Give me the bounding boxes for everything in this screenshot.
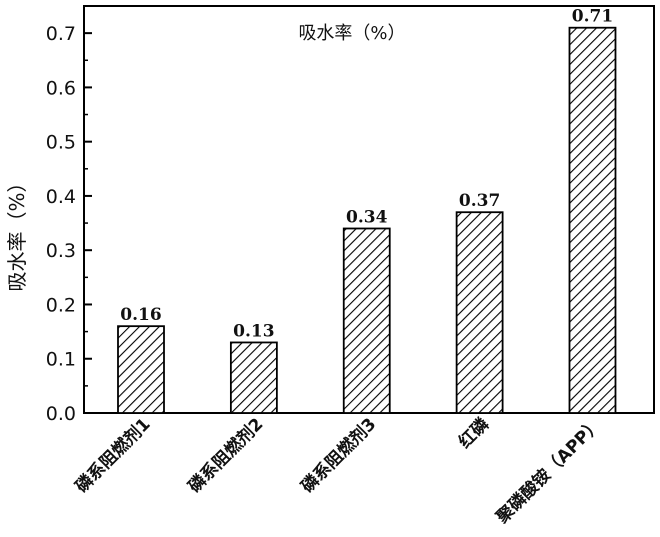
y-axis: 0.0 0.1 0.2 0.3 0.4 0.5 0.6 0.7 [46,23,92,425]
bar [455,211,504,414]
bar [229,341,278,414]
x-axis: 磷系阻燃剂1 磷系阻燃剂2 磷系阻燃剂3 红磷 聚磷酸铵（APP） [71,405,606,528]
bar [568,26,617,414]
value-label: 0.16 [120,305,161,325]
y-tick-label: 0.3 [46,240,76,262]
category-label: 磷系阻燃剂3 [297,414,380,497]
bar [342,227,391,414]
value-label: 0.37 [459,191,500,211]
y-tick-label: 0.4 [46,186,76,208]
y-tick-label: 0.6 [46,77,76,99]
y-tick-label: 0.7 [46,23,76,45]
value-label: 0.71 [572,7,613,27]
y-tick-label: 0.5 [46,132,76,154]
y-tick-label: 0.1 [46,349,76,371]
value-label: 0.13 [233,321,274,341]
category-label: 红磷 [454,413,494,453]
bars: 0.16 0.13 0.34 0.37 0.71 [117,7,617,414]
y-tick-label: 0.2 [46,294,76,316]
y-axis-label: 吸水率（%） [5,172,29,291]
category-label: 聚磷酸铵（APP） [491,414,606,529]
category-label: 磷系阻燃剂2 [184,414,267,497]
y-tick-label: 0.0 [46,403,76,425]
value-label: 0.34 [346,207,388,227]
chart-title: 吸水率（%） [298,23,405,44]
category-label: 磷系阻燃剂1 [71,414,154,497]
bar [117,325,165,414]
